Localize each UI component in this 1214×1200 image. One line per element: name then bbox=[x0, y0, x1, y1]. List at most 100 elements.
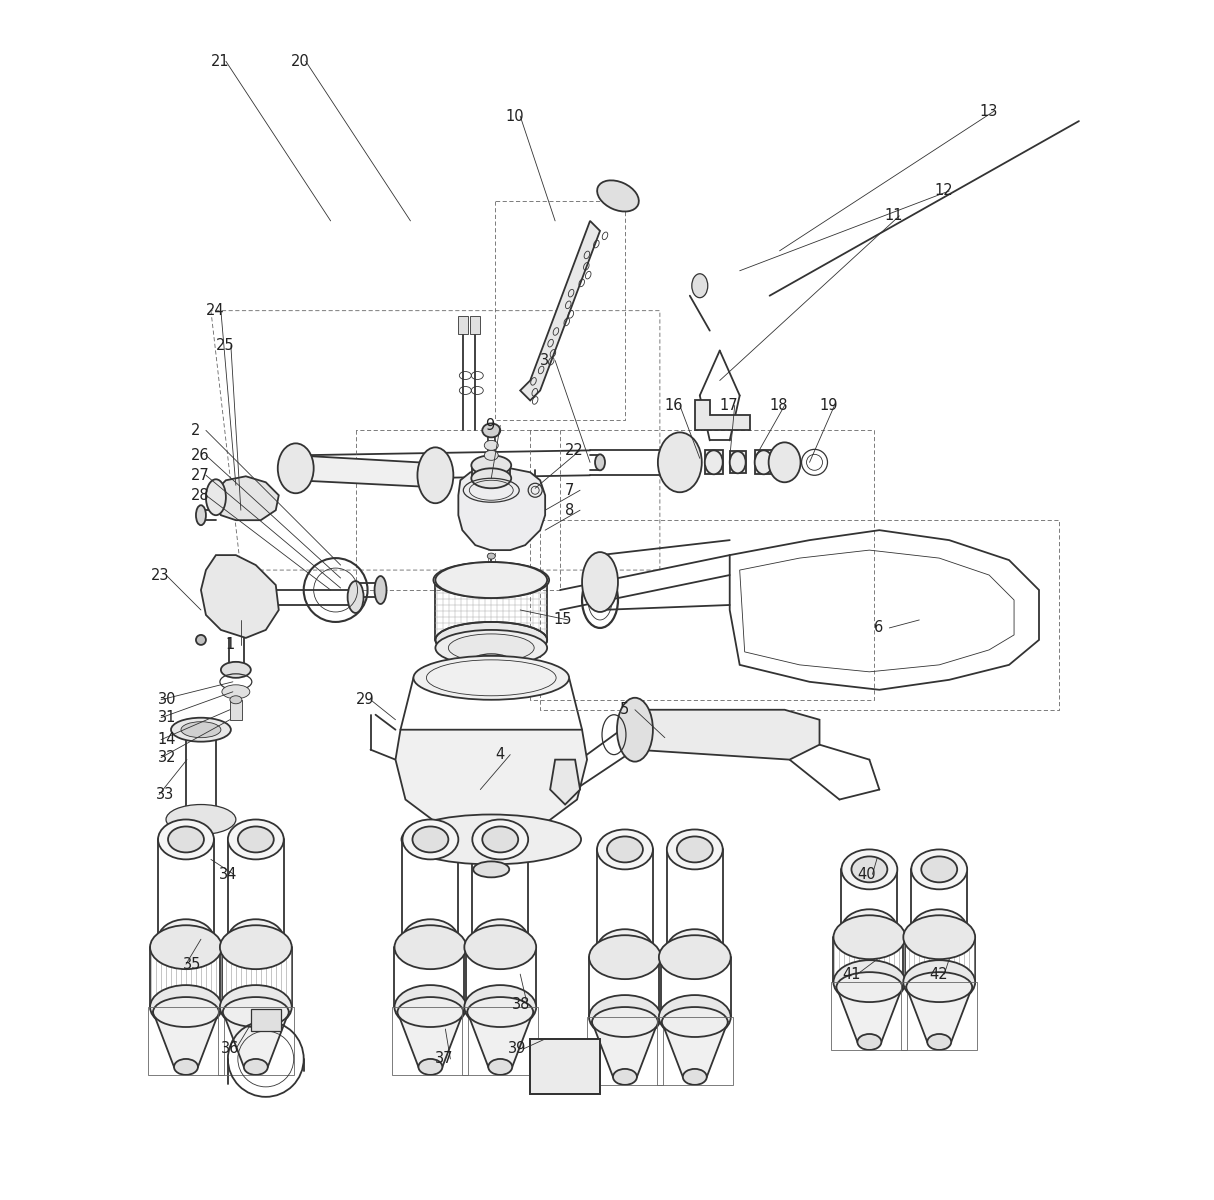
Polygon shape bbox=[223, 1012, 289, 1067]
Polygon shape bbox=[296, 455, 436, 487]
Polygon shape bbox=[467, 1012, 533, 1067]
Polygon shape bbox=[550, 760, 580, 804]
Ellipse shape bbox=[768, 443, 800, 482]
Bar bbox=[251, 1009, 280, 1031]
Text: 23: 23 bbox=[151, 568, 170, 582]
Polygon shape bbox=[397, 1012, 464, 1067]
Bar bbox=[531, 1039, 600, 1094]
Ellipse shape bbox=[229, 696, 242, 703]
Ellipse shape bbox=[168, 827, 204, 852]
Ellipse shape bbox=[927, 1034, 952, 1050]
Ellipse shape bbox=[482, 827, 518, 852]
Text: 18: 18 bbox=[770, 398, 788, 413]
Ellipse shape bbox=[834, 960, 906, 1004]
Ellipse shape bbox=[472, 919, 528, 959]
Ellipse shape bbox=[278, 443, 313, 493]
Ellipse shape bbox=[181, 721, 221, 738]
Ellipse shape bbox=[484, 450, 498, 461]
Bar bbox=[229, 700, 242, 720]
Polygon shape bbox=[459, 468, 545, 550]
Text: 33: 33 bbox=[155, 787, 174, 802]
Ellipse shape bbox=[836, 972, 902, 1002]
Ellipse shape bbox=[597, 929, 653, 970]
Polygon shape bbox=[521, 221, 600, 401]
Ellipse shape bbox=[433, 562, 549, 598]
Polygon shape bbox=[907, 988, 972, 1042]
Ellipse shape bbox=[666, 929, 722, 970]
Ellipse shape bbox=[244, 1058, 268, 1075]
Ellipse shape bbox=[595, 455, 605, 470]
Polygon shape bbox=[202, 556, 279, 638]
Ellipse shape bbox=[402, 815, 582, 864]
Ellipse shape bbox=[903, 960, 975, 1004]
Text: 38: 38 bbox=[512, 996, 531, 1012]
Ellipse shape bbox=[907, 972, 972, 1002]
Text: 4: 4 bbox=[495, 748, 505, 762]
Ellipse shape bbox=[589, 995, 660, 1039]
Ellipse shape bbox=[488, 1058, 512, 1075]
Ellipse shape bbox=[617, 697, 653, 762]
Ellipse shape bbox=[403, 919, 459, 959]
Text: 22: 22 bbox=[565, 443, 584, 458]
Polygon shape bbox=[216, 476, 279, 520]
Text: 34: 34 bbox=[219, 866, 237, 882]
Ellipse shape bbox=[677, 836, 713, 863]
Ellipse shape bbox=[666, 829, 722, 869]
Ellipse shape bbox=[589, 935, 660, 979]
Text: 35: 35 bbox=[182, 956, 202, 972]
Bar bbox=[459, 316, 469, 334]
Text: 30: 30 bbox=[158, 692, 176, 707]
Text: 10: 10 bbox=[505, 109, 524, 124]
Text: 7: 7 bbox=[565, 482, 574, 498]
Ellipse shape bbox=[221, 662, 251, 678]
Text: 12: 12 bbox=[935, 184, 953, 198]
Ellipse shape bbox=[841, 850, 897, 889]
Ellipse shape bbox=[414, 656, 569, 700]
Ellipse shape bbox=[464, 925, 537, 970]
Text: 3: 3 bbox=[540, 353, 549, 368]
Text: 32: 32 bbox=[158, 750, 176, 766]
Text: 14: 14 bbox=[158, 732, 176, 748]
Text: 11: 11 bbox=[884, 209, 903, 223]
Polygon shape bbox=[775, 452, 789, 473]
Ellipse shape bbox=[171, 718, 231, 742]
Ellipse shape bbox=[851, 857, 887, 882]
Ellipse shape bbox=[472, 820, 528, 859]
Ellipse shape bbox=[158, 919, 214, 959]
Text: 25: 25 bbox=[216, 338, 234, 353]
Ellipse shape bbox=[912, 910, 968, 949]
Polygon shape bbox=[635, 709, 819, 760]
Ellipse shape bbox=[395, 925, 466, 970]
Ellipse shape bbox=[597, 180, 639, 211]
Ellipse shape bbox=[238, 827, 274, 852]
Ellipse shape bbox=[662, 1007, 727, 1037]
Ellipse shape bbox=[447, 566, 537, 594]
Polygon shape bbox=[836, 988, 902, 1042]
Ellipse shape bbox=[174, 1058, 198, 1075]
Text: 39: 39 bbox=[509, 1042, 527, 1056]
Ellipse shape bbox=[436, 562, 548, 598]
Text: 24: 24 bbox=[206, 304, 225, 318]
Polygon shape bbox=[694, 401, 750, 431]
Ellipse shape bbox=[448, 634, 534, 662]
Bar bbox=[531, 1039, 600, 1094]
Ellipse shape bbox=[195, 505, 206, 526]
Bar bbox=[470, 316, 481, 334]
Ellipse shape bbox=[222, 685, 250, 698]
Ellipse shape bbox=[436, 630, 548, 666]
Ellipse shape bbox=[220, 985, 291, 1030]
Ellipse shape bbox=[471, 468, 511, 488]
Text: 17: 17 bbox=[720, 398, 738, 413]
Ellipse shape bbox=[395, 985, 466, 1030]
Ellipse shape bbox=[705, 450, 722, 474]
Ellipse shape bbox=[195, 635, 206, 644]
Ellipse shape bbox=[857, 1034, 881, 1050]
Text: 21: 21 bbox=[211, 54, 229, 68]
Text: 15: 15 bbox=[554, 612, 572, 628]
Text: 2: 2 bbox=[191, 422, 200, 438]
Text: 19: 19 bbox=[819, 398, 838, 413]
Ellipse shape bbox=[841, 910, 897, 949]
Polygon shape bbox=[755, 450, 772, 474]
Text: 1: 1 bbox=[226, 637, 236, 653]
Text: 40: 40 bbox=[857, 866, 877, 882]
